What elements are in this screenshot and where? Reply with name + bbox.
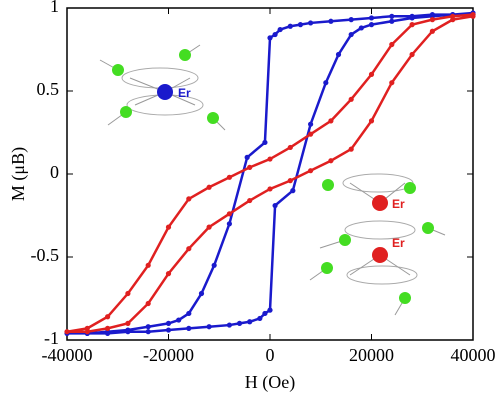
data-point [348, 96, 354, 102]
data-point [287, 144, 293, 151]
data-point [198, 290, 205, 297]
data-point [262, 139, 268, 146]
x-tick-label: 20000 [349, 345, 394, 365]
data-point [267, 156, 273, 162]
y-tick-label: 0.5 [37, 79, 60, 99]
x-tick-label: 0 [266, 345, 275, 365]
data-point [287, 178, 293, 184]
data-point [244, 154, 250, 160]
data-point [290, 188, 296, 194]
data-point [429, 17, 435, 23]
data-point [262, 310, 268, 317]
data-point [84, 329, 90, 335]
data-point [145, 262, 151, 268]
data-point [165, 320, 172, 326]
data-point [206, 224, 212, 230]
data-point [389, 80, 395, 86]
annotation: Er [178, 86, 191, 100]
data-point [267, 307, 273, 313]
x-tick-label: 40000 [451, 345, 496, 365]
data-point [165, 271, 172, 277]
data-point [145, 329, 151, 335]
data-point [358, 25, 364, 31]
data-point [226, 174, 232, 180]
data-point [165, 224, 172, 230]
data-point [348, 17, 354, 23]
data-point [389, 13, 395, 19]
y-tick-label: -0.5 [31, 245, 60, 265]
series-line [67, 11, 474, 335]
annotation: Er [392, 236, 405, 250]
x-tick-label: -40000 [42, 345, 93, 365]
data-point [409, 15, 415, 21]
data-point [308, 168, 314, 174]
data-point [64, 329, 70, 335]
data-point [368, 71, 375, 77]
data-point [165, 327, 172, 333]
data-point [368, 22, 375, 28]
molecule-inset [99, 44, 446, 316]
data-point [257, 315, 263, 322]
data-point [206, 184, 212, 190]
data-point [450, 17, 456, 23]
data-point [368, 15, 375, 21]
data-point [328, 158, 334, 164]
data-point [226, 211, 232, 217]
data-point [348, 146, 354, 152]
data-point [409, 51, 415, 58]
y-tick-label: 1 [50, 0, 59, 16]
data-point [211, 262, 217, 268]
data-point [429, 28, 435, 34]
data-point [470, 13, 476, 19]
data-point [335, 51, 342, 58]
data-point [206, 324, 212, 330]
data-point [105, 325, 111, 331]
data-point [186, 246, 192, 252]
data-point [287, 23, 293, 29]
data-point [186, 310, 192, 317]
data-point [409, 22, 415, 28]
data-point [247, 319, 253, 325]
data-point [328, 118, 334, 124]
data-point [328, 18, 334, 24]
data-point [125, 320, 131, 326]
data-point [277, 26, 283, 33]
x-axis-label: H (Oe) [245, 372, 295, 393]
annotation: Er [392, 197, 405, 211]
data-point [368, 118, 375, 124]
x-tick-label: -20000 [143, 345, 194, 365]
data-point [308, 121, 314, 127]
data-point [272, 202, 278, 209]
data-point [236, 320, 243, 326]
data-point [297, 22, 304, 28]
data-point [308, 131, 314, 137]
data-point [226, 322, 232, 328]
data-point [125, 290, 131, 297]
data-point [308, 20, 314, 26]
y-tick-label: -1 [44, 328, 59, 348]
data-point [186, 196, 192, 202]
data-point [247, 164, 253, 170]
data-point [323, 80, 329, 86]
data-point [267, 35, 273, 41]
data-point [105, 330, 111, 336]
data-point [389, 18, 395, 24]
data-point [145, 324, 151, 330]
data-point [389, 41, 395, 48]
data-point [176, 317, 182, 323]
data-point [226, 221, 232, 227]
y-tick-label: 0 [50, 162, 59, 182]
data-point [186, 325, 192, 331]
data-point [348, 31, 354, 38]
data-point [267, 186, 273, 192]
data-point [272, 31, 278, 38]
data-point [105, 314, 111, 320]
data-point [145, 300, 151, 307]
data-point [247, 197, 253, 204]
data-point [125, 329, 131, 335]
y-axis-label: M (μB) [8, 147, 29, 201]
